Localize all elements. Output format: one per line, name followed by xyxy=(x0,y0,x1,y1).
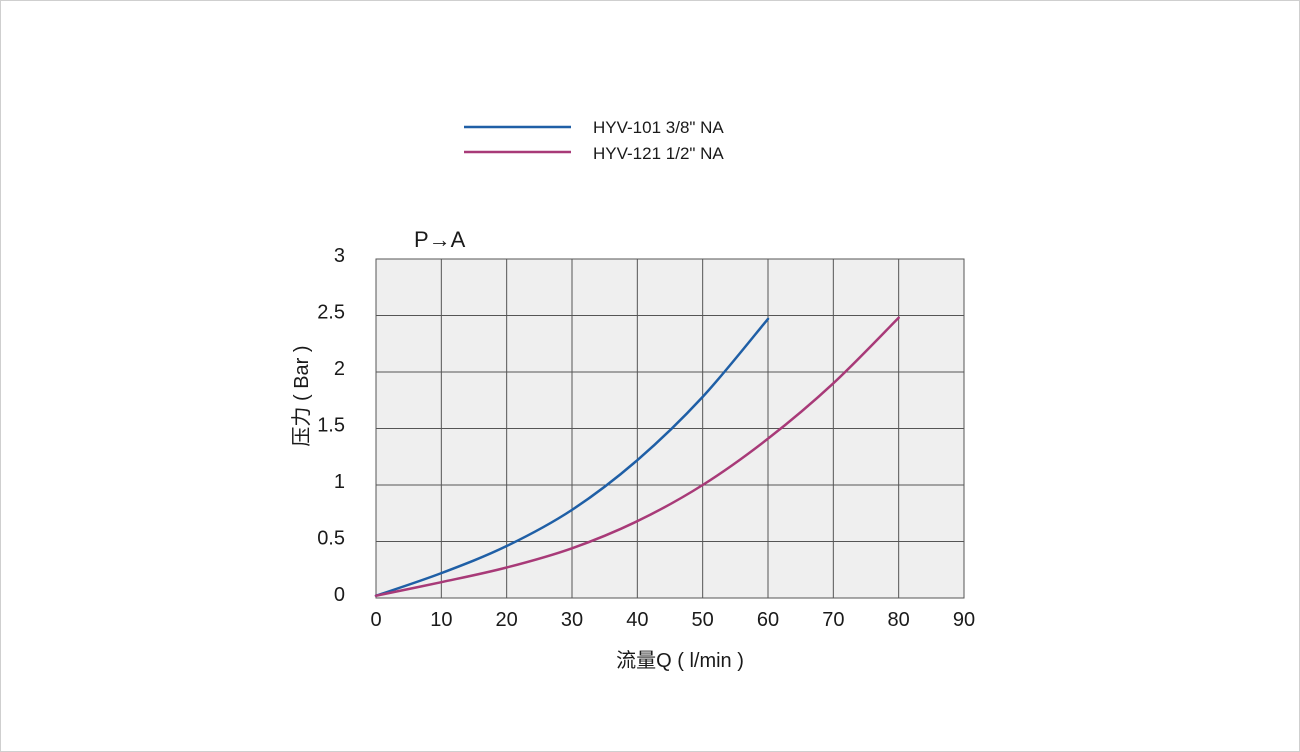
x-tick-label: 40 xyxy=(626,609,648,631)
x-tick-label: 50 xyxy=(692,609,714,631)
series-line-0 xyxy=(374,317,770,597)
legend: HYV-101 3/8" NA HYV-121 1/2" NA xyxy=(464,118,724,163)
x-axis-ticks: 0 10 20 30 40 50 60 70 80 90 xyxy=(370,609,975,631)
x-tick-label: 70 xyxy=(822,609,844,631)
x-tick-label: 30 xyxy=(561,609,583,631)
x-tick-label: 20 xyxy=(496,609,518,631)
legend-label-hyv-101: HYV-101 3/8" NA xyxy=(593,118,724,137)
x-tick-label: 80 xyxy=(888,609,910,631)
x-tick-label: 0 xyxy=(370,609,381,631)
y-tick-label: 2.5 xyxy=(317,302,345,324)
series-layer xyxy=(374,316,900,597)
y-tick-label: 0.5 xyxy=(317,528,345,550)
y-tick-label: 3 xyxy=(334,245,345,267)
y-tick-label: 0 xyxy=(334,584,345,606)
x-tick-label: 90 xyxy=(953,609,975,631)
y-axis-title: 压力 ( Bar ) xyxy=(290,345,313,446)
legend-label-hyv-121: HYV-121 1/2" NA xyxy=(593,144,724,163)
chart-subtitle: P→A xyxy=(414,227,466,252)
y-tick-label: 2 xyxy=(334,358,345,380)
y-tick-label: 1 xyxy=(334,471,345,493)
x-axis-title: 流量Q ( l/min ) xyxy=(616,649,744,672)
x-tick-label: 60 xyxy=(757,609,779,631)
y-axis-ticks: 0 0.5 1 1.5 2 2.5 3 xyxy=(317,245,345,606)
grid xyxy=(376,259,964,598)
series-line-1 xyxy=(374,316,900,597)
y-tick-label: 1.5 xyxy=(317,415,345,437)
x-tick-label: 10 xyxy=(430,609,452,631)
